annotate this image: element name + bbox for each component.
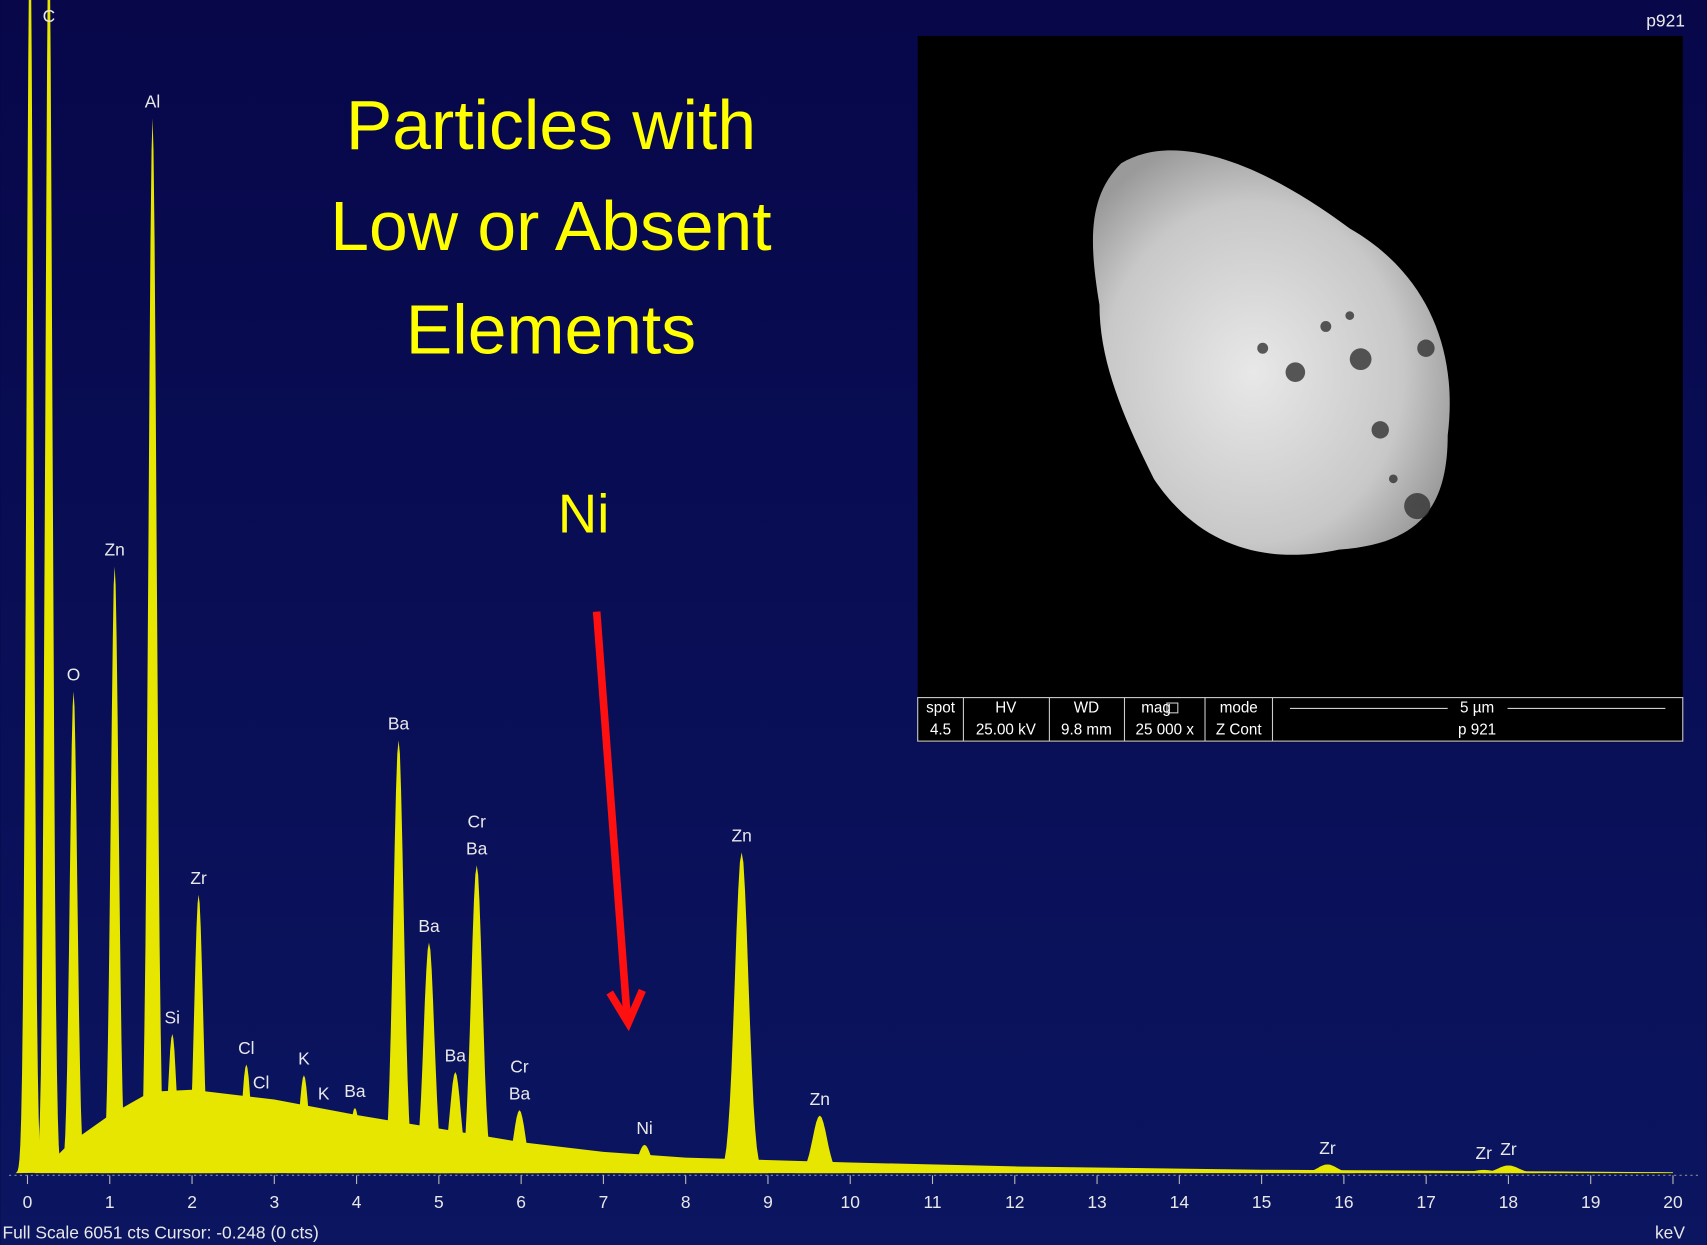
peak-label: Zr [190,868,207,888]
peak [377,740,420,1174]
peak [34,0,64,1174]
peak [496,1110,543,1174]
peak [454,865,499,1174]
x-tick-label: 10 [841,1192,860,1212]
peak [433,1071,478,1174]
peak [791,1115,849,1174]
sem-image: spot 4.5 HV 25.00 kV WD 9.8 mm mag 25 000 x mode… [917,35,1684,743]
plot [15,0,1673,1174]
x-tick-label: 15 [1252,1192,1271,1212]
x-tick-label: 5 [434,1192,444,1212]
peak-label: Cr [510,1056,529,1076]
x-tick-label: 4 [352,1192,362,1212]
info-value: 9.8 mm [1061,721,1112,738]
info-header: WD [1074,699,1099,716]
x-tick-label: 18 [1499,1192,1518,1212]
peak [58,691,89,1174]
peak-label: Zn [105,540,125,560]
peak [619,1144,670,1174]
annotation: Ni [558,483,609,544]
peak [228,1064,265,1174]
x-tick-label: 19 [1581,1192,1600,1212]
peak-label: Ba [466,839,488,859]
peak [136,118,169,1174]
x-tick-label: 14 [1170,1192,1190,1212]
peak-label: Ba [509,1084,531,1104]
peak [714,852,769,1174]
x-tick-label: 12 [1005,1192,1024,1212]
title-line: Elements [406,291,696,369]
title-line: Low or Absent [330,187,771,265]
peak [334,1107,375,1174]
info-value: Z Cont [1216,721,1262,738]
peak [1289,1164,1366,1174]
x-tick-label: 2 [187,1192,197,1212]
x-tick-label: 8 [681,1192,691,1212]
peak [242,1099,280,1174]
info-bar: spot 4.5 HV 25.00 kV WD 9.8 mm mag 25 000 x mode… [926,699,1496,738]
info-header: mag [1141,699,1171,716]
x-tick-label: 11 [923,1192,941,1212]
info-value: 25.00 kV [976,721,1037,738]
peak-label: Si [165,1007,180,1027]
peak-labels: C O Zn Al Si Zr Cl Cl KK Ba Ba Ba Ba Ba Cr Ba Cr Ni Zn Zn Zr… [43,6,1517,1163]
peak-label: Ba [445,1045,467,1065]
x-tick-label: 20 [1663,1192,1682,1212]
title-line: Particles with [346,86,756,164]
peak-label: Ba [418,916,440,936]
peak-label: Zn [731,826,751,846]
peak-label: K [298,1049,310,1069]
peak-label: Zr [1476,1143,1493,1163]
x-tick-label: 16 [1334,1192,1353,1212]
info-bar-frame [917,697,1684,742]
corner-label: p921 [1646,10,1685,30]
peak-label: Zn [810,1089,830,1109]
peak-label: Zr [1500,1139,1517,1159]
x-tick-label: 1 [105,1192,115,1212]
peak-label: Al [145,91,160,111]
image-label: p 921 [1458,721,1496,738]
peak-label: Ni [636,1118,652,1138]
peak-label: K [318,1084,330,1104]
info-header: HV [995,699,1017,716]
x-unit: keV [1655,1223,1685,1243]
x-tick-label: 0 [23,1192,33,1212]
peak-label: C [43,6,56,26]
arrow [592,611,646,1032]
info-header: spot [926,699,956,716]
peak [304,1110,344,1174]
peak [407,942,451,1174]
peak [1442,1169,1525,1174]
x-tick-label: 3 [269,1192,279,1212]
peak-label: Cr [468,811,487,831]
peak [99,566,131,1174]
particle-pores [1257,311,1435,520]
peak [1467,1165,1550,1174]
peak [181,894,216,1174]
x-tick-label: 9 [763,1192,773,1212]
x-tick-label: 17 [1416,1192,1435,1212]
x-tick-label: 7 [599,1192,609,1212]
info-value: 4.5 [930,721,951,738]
peak-label: Ba [388,714,410,734]
peak-label: Cl [253,1073,269,1093]
peak [155,1033,189,1174]
scale-bar-label: 5 µm [1460,699,1494,716]
peak [284,1075,323,1174]
peak-label: Ba [344,1081,366,1101]
peak [15,0,44,1174]
info-value: 25 000 x [1136,721,1195,738]
peak-label: Zr [1319,1138,1336,1158]
peak-label: O [67,665,81,685]
peak-label: Cl [238,1038,254,1058]
status-bar: Full Scale 6051 cts Cursor: -0.248 (0 ct… [2,1223,318,1243]
particle [1092,150,1450,555]
info-header: mode [1220,699,1258,716]
x-tick-label: 6 [516,1192,526,1212]
x-tick-label: 13 [1087,1192,1106,1212]
